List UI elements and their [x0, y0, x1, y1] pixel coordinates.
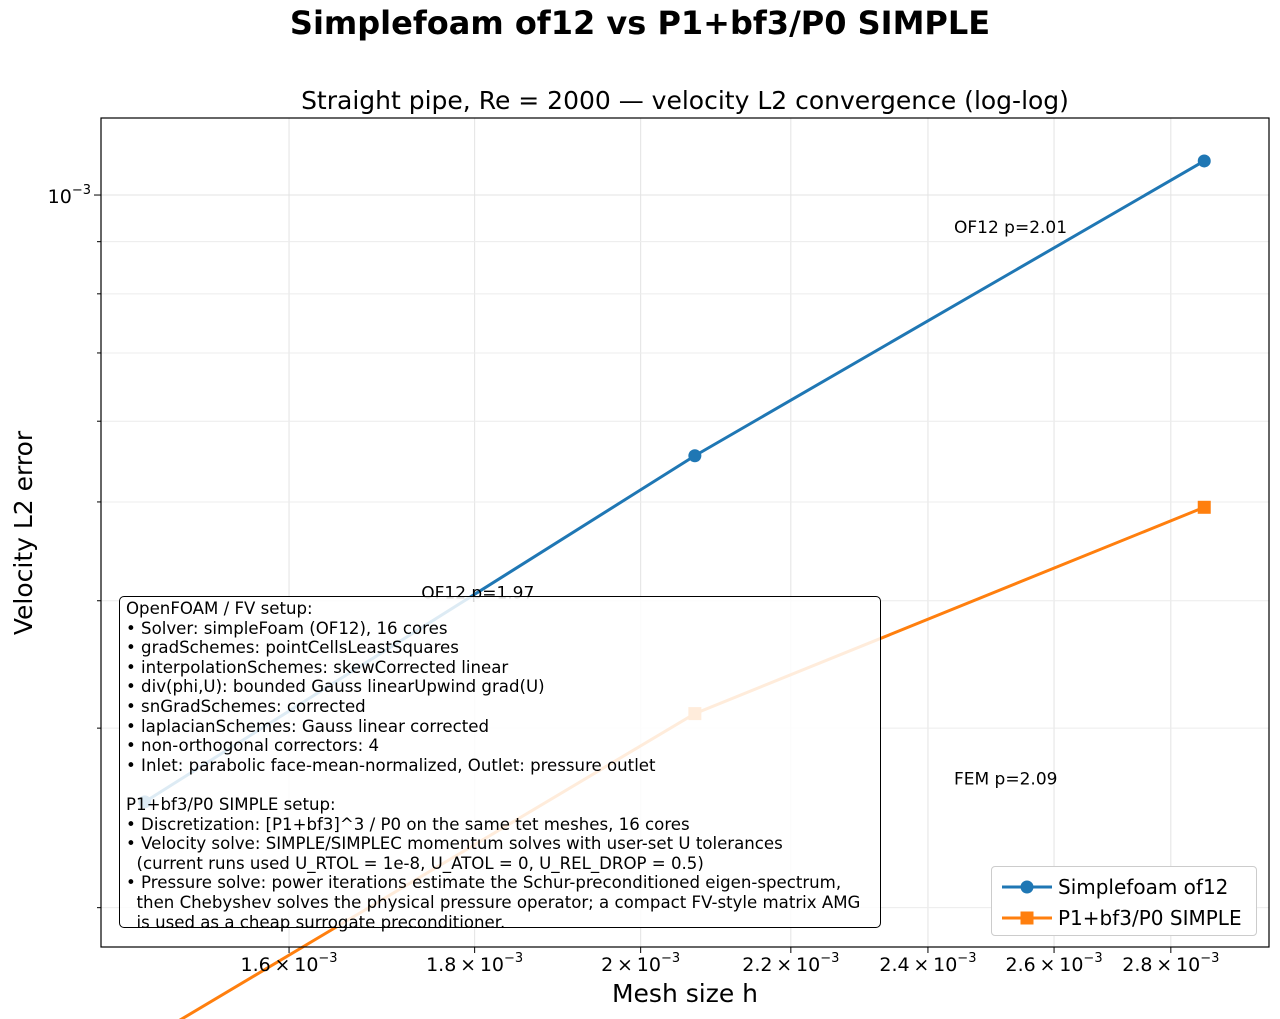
- chart-title: Straight pipe, Re = 2000 — velocity L2 c…: [301, 86, 1069, 115]
- info-line: (current runs used U_RTOL = 1e-8, U_ATOL…: [126, 853, 704, 873]
- legend: Simplefoam of12 P1+bf3/P0 SIMPLE: [991, 866, 1257, 936]
- slope-annotation: OF12 p=2.01: [954, 218, 1067, 238]
- y-axis-label: Velocity L2 error: [9, 430, 38, 635]
- x-tick-label: 2.2 × 10−3: [742, 951, 839, 976]
- setup-info-box: OpenFOAM / FV setup: • Solver: simpleFoam…: [119, 596, 881, 932]
- info-line: • Pressure solve: power iterations estim…: [126, 873, 842, 893]
- info-line: • Inlet: parabolic face-mean-normalized,…: [126, 755, 656, 775]
- x-tick-label: 2 × 10−3: [601, 951, 680, 976]
- x-tick-label: 2.6 × 10−3: [1006, 951, 1103, 976]
- slope-annotation: FEM p=2.09: [954, 770, 1057, 790]
- legend-item-p1bf3: P1+bf3/P0 SIMPLE: [992, 903, 1258, 933]
- info-line: [126, 775, 880, 795]
- plot-frame: [100, 117, 1270, 948]
- x-tick-label: 2.4 × 10−3: [879, 951, 976, 976]
- x-tick-label: 2.8 × 10−3: [1122, 951, 1219, 976]
- ticks: 1.6 × 10−3 1.8 × 10−3 2 × 10−3 2.2 × 10−3 2.…: [48, 183, 1220, 976]
- x-tick-label: 1.8 × 10−3: [426, 951, 523, 976]
- info-line: • snGradSchemes: corrected: [126, 696, 366, 716]
- legend-square-marker-icon: [1002, 911, 1052, 925]
- data-point: [1197, 154, 1211, 168]
- x-axis-label: Mesh size h: [612, 979, 758, 1008]
- info-line: OpenFOAM / FV setup:: [126, 599, 313, 618]
- legend-label-simplefoam: Simplefoam of12: [1058, 875, 1229, 899]
- info-line: • non-orthogonal correctors: 4: [126, 736, 380, 756]
- info-line: P1+bf3/P0 SIMPLE setup:: [126, 794, 336, 814]
- data-point: [1197, 500, 1211, 514]
- legend-circle-marker-icon: [1002, 880, 1052, 894]
- info-line: • interpolationSchemes: skewCorrected li…: [126, 657, 509, 677]
- info-line: • laplacianSchemes: Gauss linear correct…: [126, 716, 490, 736]
- legend-label-p1bf3: P1+bf3/P0 SIMPLE: [1058, 906, 1242, 930]
- legend-item-simplefoam: Simplefoam of12: [992, 872, 1258, 902]
- info-line: • Solver: simpleFoam (OF12), 16 cores: [126, 618, 448, 638]
- figure-title: Simplefoam of12 vs P1+bf3/P0 SIMPLE: [289, 4, 991, 42]
- info-line: • gradSchemes: pointCellsLeastSquares: [126, 638, 459, 658]
- info-line: is used as a cheap surrogate preconditio…: [126, 912, 506, 932]
- data-point: [688, 449, 702, 463]
- info-line: • div(phi,U): bounded Gauss linearUpwind…: [126, 677, 545, 697]
- y-tick-label: 10−3: [48, 183, 91, 208]
- info-line: then Chebyshev solves the physical press…: [126, 892, 861, 912]
- info-line: • Discretization: [P1+bf3]^3 / P0 on the…: [126, 814, 690, 834]
- x-tick-label: 1.6 × 10−3: [241, 951, 338, 976]
- info-line: • Velocity solve: SIMPLE/SIMPLEC momentu…: [126, 834, 783, 854]
